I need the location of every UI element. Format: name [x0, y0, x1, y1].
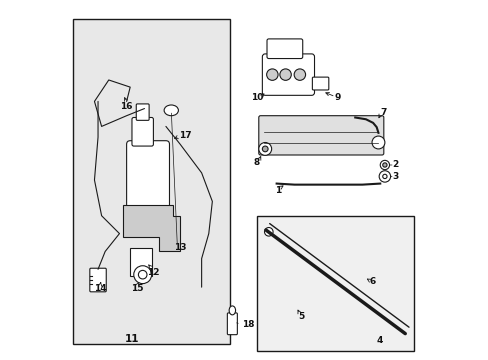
- FancyBboxPatch shape: [90, 268, 106, 292]
- Text: 6: 6: [369, 277, 375, 286]
- Text: 14: 14: [94, 284, 106, 293]
- FancyBboxPatch shape: [312, 77, 328, 90]
- Text: 15: 15: [131, 284, 143, 293]
- FancyBboxPatch shape: [262, 54, 314, 95]
- Ellipse shape: [229, 306, 235, 315]
- Text: 13: 13: [174, 243, 186, 252]
- Circle shape: [371, 136, 384, 149]
- Text: 10: 10: [250, 93, 263, 102]
- FancyBboxPatch shape: [73, 19, 230, 344]
- Text: 3: 3: [392, 172, 398, 181]
- Circle shape: [266, 69, 278, 80]
- Text: 2: 2: [392, 161, 398, 170]
- FancyBboxPatch shape: [227, 313, 237, 335]
- Circle shape: [279, 69, 291, 80]
- FancyBboxPatch shape: [132, 117, 153, 146]
- Text: 16: 16: [120, 102, 133, 111]
- Circle shape: [382, 163, 386, 167]
- Text: 17: 17: [179, 131, 191, 140]
- Circle shape: [134, 266, 151, 284]
- Circle shape: [378, 171, 390, 182]
- Circle shape: [258, 143, 271, 156]
- Text: 12: 12: [147, 268, 159, 277]
- FancyBboxPatch shape: [126, 141, 169, 226]
- Circle shape: [264, 228, 272, 236]
- Circle shape: [294, 69, 305, 80]
- Circle shape: [262, 146, 267, 152]
- Polygon shape: [123, 205, 180, 251]
- Text: 1: 1: [275, 186, 281, 195]
- Circle shape: [382, 174, 386, 179]
- Circle shape: [138, 270, 147, 279]
- Text: 11: 11: [124, 334, 139, 344]
- FancyBboxPatch shape: [258, 116, 383, 155]
- FancyBboxPatch shape: [130, 248, 151, 276]
- Text: 9: 9: [334, 93, 341, 102]
- Circle shape: [380, 160, 389, 170]
- Text: 5: 5: [298, 312, 304, 321]
- Ellipse shape: [164, 105, 178, 116]
- Text: 7: 7: [379, 108, 386, 117]
- Text: 8: 8: [253, 158, 260, 167]
- FancyBboxPatch shape: [257, 216, 413, 351]
- Text: 18: 18: [241, 320, 254, 329]
- Text: 4: 4: [376, 336, 382, 345]
- FancyBboxPatch shape: [266, 39, 302, 59]
- FancyBboxPatch shape: [136, 104, 149, 120]
